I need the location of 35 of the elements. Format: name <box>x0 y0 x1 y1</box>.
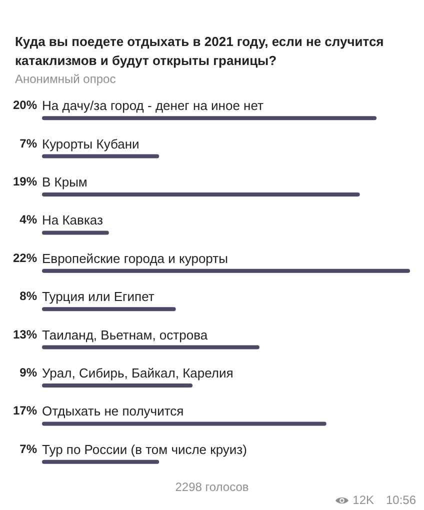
data-label: 19% <box>12 174 38 188</box>
y-tick-label: Отдыхать не получится <box>42 404 184 419</box>
bar <box>42 116 377 120</box>
data-label: 7% <box>20 136 38 150</box>
bar <box>42 192 360 196</box>
y-tick-label: На Кавказ <box>42 212 103 228</box>
y-tick-label: На дачу/за город - денег на иное нет <box>42 98 264 114</box>
bar <box>42 230 109 235</box>
text: 10:56 <box>386 493 416 507</box>
data-label: 13% <box>12 327 38 342</box>
y-tick-label: Европейские города и курорты <box>42 250 228 266</box>
data-label: 17% <box>12 404 38 418</box>
bar <box>42 154 160 158</box>
bar <box>42 307 176 312</box>
chart-title: Куда вы поедете отдыхать в 2021 году, если не случится катаклизмов и будут открыты границы? <box>15 34 384 68</box>
y-tick-label: Тур по России (в том числе круиз) <box>42 442 247 457</box>
data-label: 7% <box>20 442 38 456</box>
data-label: 8% <box>20 289 38 304</box>
bar <box>42 384 193 388</box>
data-label: 4% <box>20 212 38 227</box>
y-tick-label: Турция или Египет <box>42 289 154 304</box>
y-tick-label: Таиланд, Вьетнам, острова <box>42 327 208 342</box>
y-tick-label: В Крым <box>42 174 88 190</box>
text: 12K <box>352 493 374 507</box>
data-label: 22% <box>12 250 38 265</box>
chart-subtitle: Анонимный опрос <box>15 72 116 86</box>
bar <box>42 460 160 464</box>
data-label: 20% <box>12 98 38 112</box>
text: 2298 голосов <box>174 480 250 494</box>
bar <box>42 268 410 273</box>
bar <box>42 345 260 350</box>
bar <box>42 422 326 426</box>
y-tick-label: Курорты Кубани <box>42 136 140 152</box>
data-label: 9% <box>20 366 38 380</box>
y-tick-label: Урал, Сибирь, Байкал, Карелия <box>42 366 234 380</box>
